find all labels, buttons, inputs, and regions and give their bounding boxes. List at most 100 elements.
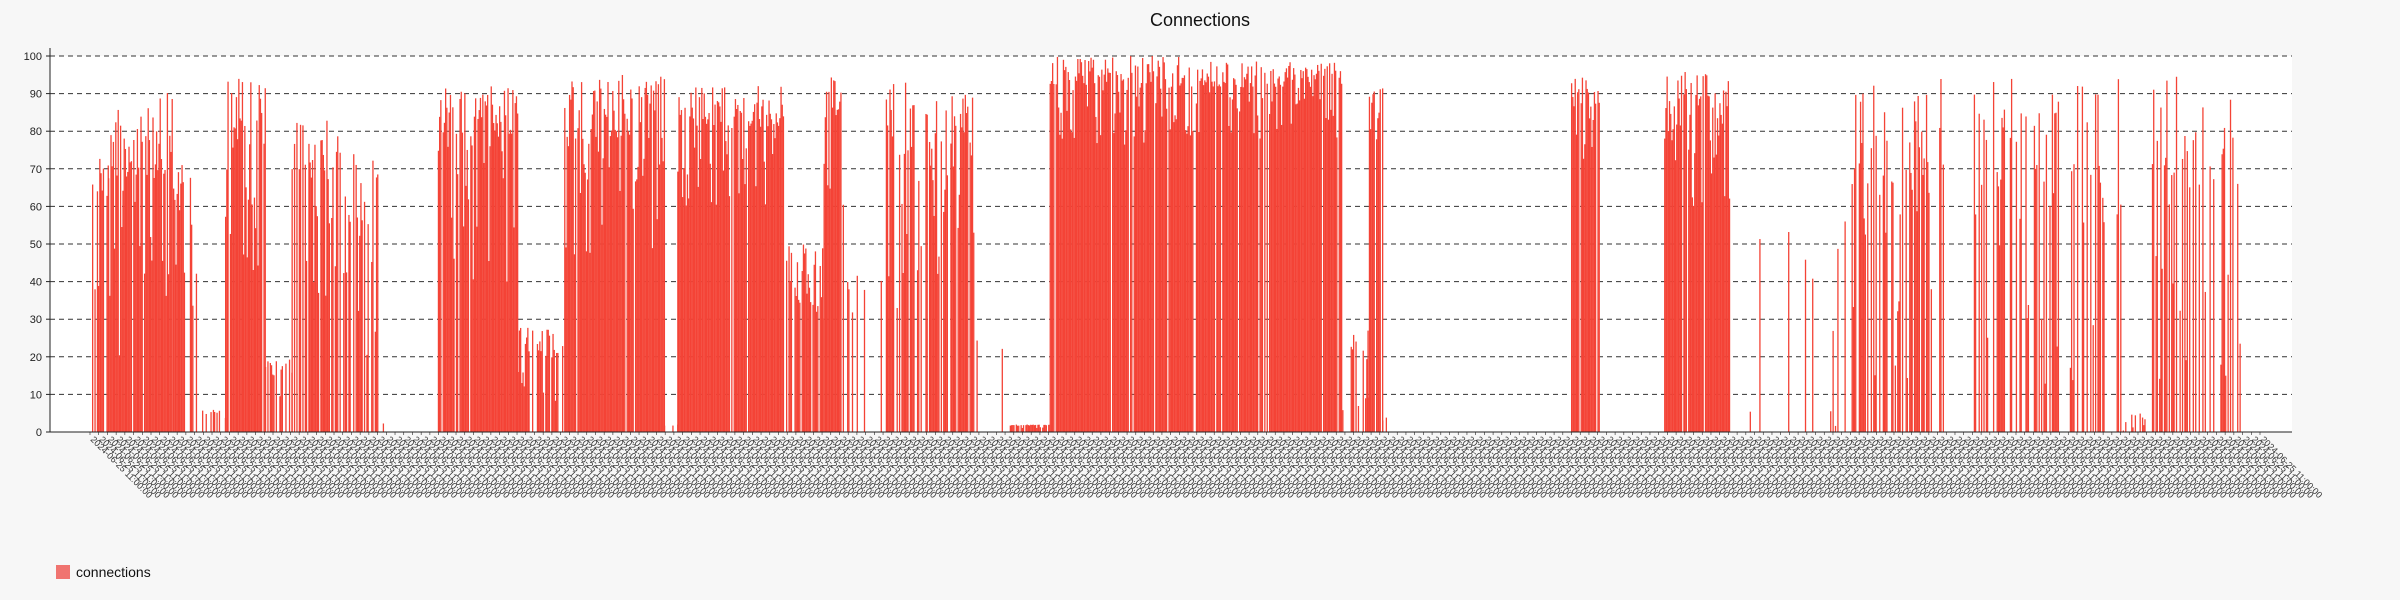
bar [795, 295, 797, 432]
bar [1025, 425, 1027, 432]
bar [233, 127, 235, 432]
bar [1293, 68, 1295, 432]
bar [359, 235, 361, 432]
bar [614, 129, 616, 432]
bar [92, 184, 94, 432]
bar [2239, 343, 2241, 432]
legend-label-connections: connections [76, 564, 151, 580]
bar [445, 88, 447, 432]
bar [1236, 108, 1238, 433]
y-tick-label-80: 80 [30, 126, 42, 138]
bar [1083, 83, 1085, 432]
bar [1166, 108, 1168, 432]
bar [1239, 111, 1241, 432]
bar [1377, 118, 1379, 432]
bar [799, 302, 801, 432]
bar [539, 341, 541, 432]
bar [1034, 424, 1037, 432]
bar [177, 172, 180, 432]
bar [205, 413, 207, 432]
bar [143, 273, 146, 432]
bar [214, 411, 216, 432]
bar [1690, 82, 1692, 432]
bar [288, 359, 291, 432]
bar [1898, 301, 1900, 432]
bar [1812, 278, 1814, 432]
bar [1370, 129, 1372, 432]
bar [317, 292, 320, 432]
bar [1930, 289, 1933, 432]
bar [179, 210, 181, 432]
bar [1219, 86, 1222, 432]
bar [1804, 259, 1807, 432]
bar [967, 106, 969, 432]
bar [2051, 94, 2054, 432]
bar [609, 136, 612, 432]
bar [1592, 119, 1594, 433]
bar [2001, 117, 2003, 432]
bar [1591, 146, 1593, 432]
bar [2131, 414, 2133, 432]
bar [1125, 130, 1127, 432]
bar [2165, 157, 2167, 432]
bar [499, 106, 501, 432]
bar [232, 147, 234, 432]
bar [146, 174, 148, 432]
bar [774, 138, 776, 432]
bar [660, 76, 662, 433]
bar [154, 164, 157, 433]
bar [2122, 430, 2125, 432]
bar [1916, 211, 1918, 432]
bar [697, 186, 699, 432]
bar [174, 199, 176, 432]
bar [688, 198, 690, 432]
bar [839, 101, 841, 432]
bar [1173, 122, 1175, 432]
bar [1145, 83, 1147, 433]
bar [1183, 75, 1186, 432]
bar [1242, 87, 1244, 432]
bar [856, 275, 858, 432]
bar [701, 87, 703, 433]
bar [828, 91, 830, 432]
bar [1264, 72, 1266, 432]
bar [151, 260, 153, 432]
bar [645, 81, 648, 432]
bar [1974, 214, 1977, 432]
bar [1104, 59, 1107, 432]
bar [139, 246, 141, 432]
bar [1992, 82, 1995, 432]
bar [1253, 133, 1255, 433]
bar [1844, 221, 1846, 432]
bar [1330, 109, 1332, 432]
bar [1188, 67, 1190, 432]
bar [2098, 165, 2100, 432]
bar [1861, 142, 1863, 432]
bar [684, 107, 686, 432]
legend-swatch-connections [56, 565, 70, 579]
bar [2232, 137, 2234, 432]
bar [976, 340, 978, 432]
bar [355, 164, 357, 432]
bar [738, 193, 740, 432]
bar [620, 135, 622, 432]
bar [470, 136, 472, 432]
bar [1696, 75, 1698, 433]
bar [321, 140, 323, 433]
bar [714, 104, 716, 432]
bar [685, 205, 687, 432]
bar [565, 247, 567, 432]
bar [689, 116, 691, 432]
bar [353, 154, 355, 432]
bar [672, 425, 674, 432]
bar [1031, 424, 1033, 432]
bar [752, 111, 755, 432]
bar [654, 110, 656, 432]
bar [1062, 59, 1065, 433]
bar [562, 346, 564, 432]
bar [608, 167, 610, 432]
bar [1365, 398, 1367, 432]
bar [309, 162, 311, 433]
bar [1254, 75, 1256, 433]
bar [521, 383, 523, 432]
